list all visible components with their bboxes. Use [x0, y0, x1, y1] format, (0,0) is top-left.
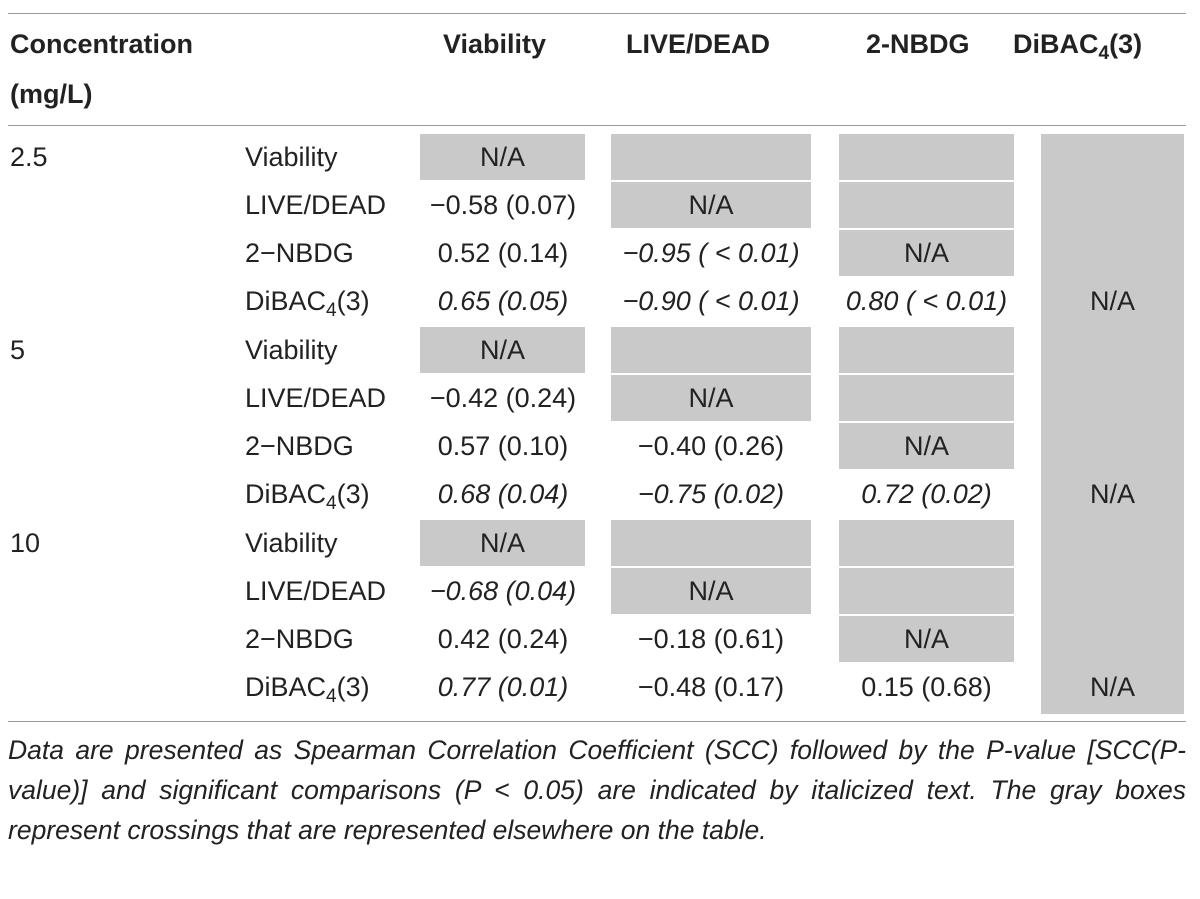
gray-cell [839, 568, 1014, 614]
row-label-dibac-main: DiBAC [245, 479, 327, 509]
gray-cell [839, 375, 1014, 421]
row-label-dibac-tail: (3) [336, 286, 370, 316]
gray-cell [839, 327, 1014, 373]
row-label-dibac-sub: 4 [326, 300, 337, 321]
table-caption: Data are presented as Spearman Correlati… [8, 735, 1186, 845]
corr-dibac-2nbdg: 0.80 ( < 0.01) [845, 286, 1008, 316]
corr-2nbdg-livedead: −0.18 (0.61) [637, 624, 785, 654]
concentration-value: 10 [10, 528, 41, 558]
header-livedead: LIVE/DEAD [626, 29, 771, 59]
header-concentration-unit: (mg/L) [10, 79, 93, 109]
corr-dibac-2nbdg: 0.15 (0.68) [861, 672, 992, 702]
row-label-dibac: DiBAC4(3) [245, 471, 370, 517]
header-dibac: DiBAC4(3) [1013, 22, 1142, 66]
corr-livedead-viability: −0.58 (0.07) [429, 190, 577, 220]
corr-dibac-viability: 0.68 (0.04) [437, 479, 569, 509]
gray-cell [839, 134, 1014, 180]
header-rule [8, 125, 1186, 126]
concentration-value: 2.5 [10, 142, 48, 172]
row-label-2nbdg: 2−NBDG [245, 431, 354, 461]
row-label-livedead: LIVE/DEAD [245, 576, 387, 606]
na-cell: N/A [611, 182, 811, 228]
concentration-value: 5 [10, 335, 26, 365]
na-cell: N/A [839, 616, 1014, 662]
corr-2nbdg-viability: 0.42 (0.24) [437, 624, 569, 654]
na-cell: N/A [420, 520, 585, 566]
na-cell: N/A [1089, 672, 1135, 702]
na-cell: N/A [420, 134, 585, 180]
row-label-dibac: DiBAC4(3) [245, 278, 370, 324]
na-cell: N/A [611, 375, 811, 421]
row-label-viability: Viability [245, 142, 338, 172]
corr-dibac-livedead: −0.90 ( < 0.01) [622, 286, 800, 316]
corr-dibac-livedead: −0.48 (0.17) [637, 672, 785, 702]
gray-cell [839, 182, 1014, 228]
corr-dibac-livedead: −0.75 (0.02) [637, 479, 785, 509]
na-cell: N/A [611, 568, 811, 614]
row-label-dibac-main: DiBAC [245, 286, 327, 316]
na-cell: N/A [839, 423, 1014, 469]
dibac-column-gray-box [1041, 134, 1184, 714]
gray-cell [611, 327, 811, 373]
corr-2nbdg-viability: 0.57 (0.10) [437, 431, 569, 461]
header-concentration: Concentration [10, 29, 194, 59]
row-label-2nbdg: 2−NBDG [245, 624, 354, 654]
top-rule [8, 13, 1186, 14]
corr-2nbdg-viability: 0.52 (0.14) [437, 238, 569, 268]
bottom-rule [8, 721, 1186, 722]
row-label-dibac-sub: 4 [326, 493, 337, 514]
gray-cell [839, 520, 1014, 566]
row-label-livedead: LIVE/DEAD [245, 190, 387, 220]
header-2nbdg: 2-NBDG [866, 29, 970, 59]
corr-dibac-2nbdg: 0.72 (0.02) [861, 479, 992, 509]
row-label-2nbdg: 2−NBDG [245, 238, 354, 268]
corr-dibac-viability: 0.77 (0.01) [437, 672, 569, 702]
na-cell: N/A [1089, 286, 1135, 316]
gray-cell [611, 134, 811, 180]
gray-cell [611, 520, 811, 566]
row-label-dibac-main: DiBAC [245, 672, 327, 702]
header-dibac-main: DiBAC [1013, 29, 1099, 59]
row-label-dibac-tail: (3) [336, 672, 370, 702]
row-label-viability: Viability [245, 528, 338, 558]
corr-livedead-viability: −0.42 (0.24) [429, 383, 577, 413]
na-cell: N/A [839, 230, 1014, 276]
corr-dibac-viability: 0.65 (0.05) [437, 286, 569, 316]
row-label-dibac-sub: 4 [326, 686, 337, 707]
row-label-viability: Viability [245, 335, 338, 365]
header-dibac-sub: 4 [1098, 43, 1110, 64]
na-cell: N/A [420, 327, 585, 373]
corr-2nbdg-livedead: −0.40 (0.26) [637, 431, 785, 461]
header-dibac-tail: (3) [1109, 29, 1143, 59]
row-label-dibac-tail: (3) [336, 479, 370, 509]
corr-livedead-viability: −0.68 (0.04) [429, 576, 577, 606]
row-label-dibac: DiBAC4(3) [245, 664, 370, 710]
na-cell: N/A [1089, 479, 1135, 509]
header-viability: Viability [443, 29, 547, 59]
row-label-livedead: LIVE/DEAD [245, 383, 387, 413]
corr-2nbdg-livedead: −0.95 ( < 0.01) [622, 238, 800, 268]
